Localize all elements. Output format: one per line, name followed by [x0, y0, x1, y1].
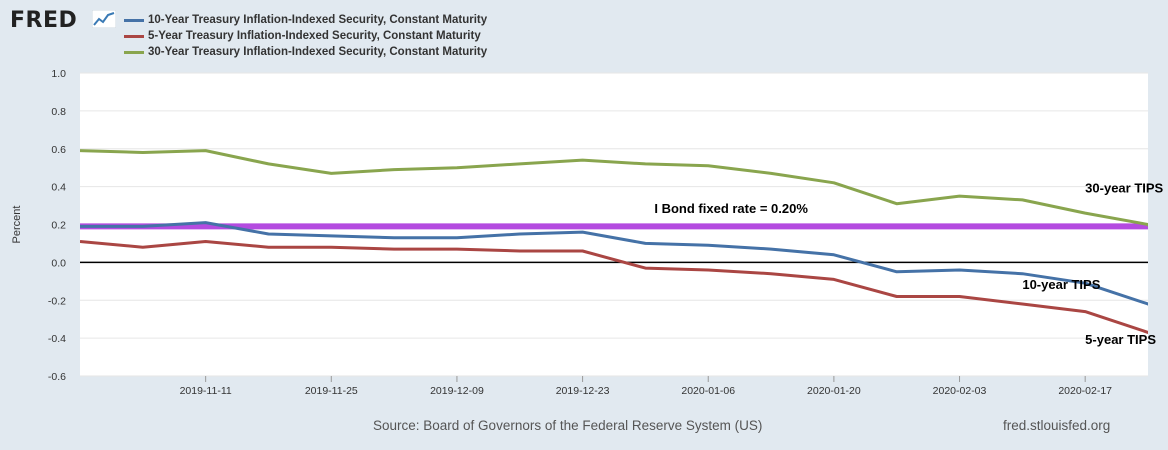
y-axis-title: Percent [11, 206, 23, 244]
y-tick-label: 0.2 [51, 220, 66, 232]
x-tick-label: 2020-01-06 [681, 385, 735, 397]
legend-item-10y[interactable]: 10-Year Treasury Inflation-Indexed Secur… [124, 12, 487, 28]
y-tick-label: 0.8 [51, 106, 66, 118]
fred-logo[interactable]: FRED [10, 8, 78, 33]
x-tick-label: 2020-02-17 [1058, 385, 1112, 397]
chart-line-icon [92, 10, 116, 28]
y-tick-label: -0.2 [48, 295, 66, 307]
x-tick-label: 2019-12-09 [430, 385, 484, 397]
legend-swatch-10y [124, 18, 144, 22]
annotation-10y: 10-year TIPS [1022, 277, 1100, 292]
y-tick-label: 0.4 [51, 182, 66, 194]
annotation-30y: 30-year TIPS [1085, 180, 1163, 195]
x-tick-label: 2020-01-20 [807, 385, 861, 397]
annotation-5y: 5-year TIPS [1085, 332, 1156, 347]
legend-label-30y: 30-Year Treasury Inflation-Indexed Secur… [148, 46, 488, 58]
x-tick-label: 2019-11-25 [305, 385, 358, 397]
y-tick-label: -0.6 [48, 371, 66, 383]
y-tick-label: 0.6 [51, 144, 66, 156]
site-url[interactable]: fred.stlouisfed.org [1003, 418, 1111, 433]
y-tick-label: 1.0 [51, 68, 66, 80]
legend-swatch-30y [124, 50, 144, 54]
y-tick-label: 0.0 [51, 257, 66, 269]
x-tick-label: 2020-02-03 [933, 385, 987, 397]
x-tick-label: 2019-12-23 [556, 385, 610, 397]
annotation-ibond: I Bond fixed rate = 0.20% [654, 201, 808, 216]
legend: 10-Year Treasury Inflation-Indexed Secur… [124, 12, 487, 60]
series-line-10y [80, 221, 1148, 306]
series-line-5y [80, 240, 1148, 335]
legend-label-5y: 5-Year Treasury Inflation-Indexed Securi… [148, 30, 481, 42]
series-line-30y [80, 149, 1148, 227]
legend-item-5y[interactable]: 5-Year Treasury Inflation-Indexed Securi… [124, 28, 487, 44]
legend-swatch-5y [124, 34, 144, 38]
legend-label-10y: 10-Year Treasury Inflation-Indexed Secur… [148, 14, 488, 26]
source-note: Source: Board of Governors of the Federa… [373, 418, 763, 433]
y-tick-label: -0.4 [48, 333, 66, 345]
legend-item-30y[interactable]: 30-Year Treasury Inflation-Indexed Secur… [124, 44, 487, 60]
x-tick-label: 2019-11-11 [180, 385, 232, 397]
